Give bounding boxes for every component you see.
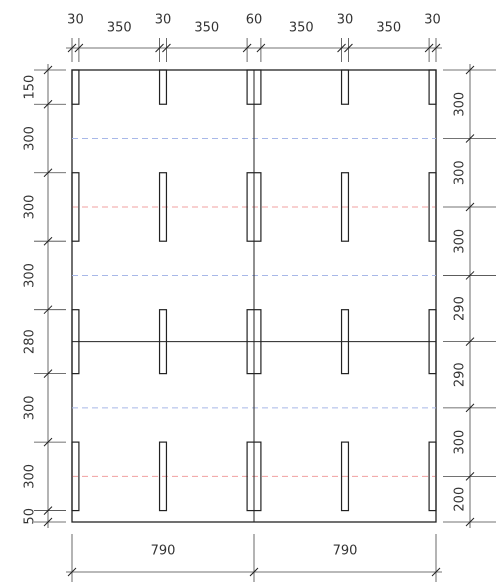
dim-label: 290 — [453, 362, 468, 387]
post — [246, 69, 262, 105]
post — [158, 172, 168, 242]
post — [428, 441, 437, 512]
tick — [431, 43, 441, 53]
post — [340, 172, 350, 242]
tick — [43, 168, 53, 178]
tick — [465, 517, 475, 527]
post — [428, 172, 437, 242]
post — [71, 441, 80, 512]
dim-label: 150 — [23, 75, 38, 100]
tick — [465, 65, 475, 75]
tick — [43, 99, 53, 109]
tick — [249, 567, 259, 577]
dim-label: 350 — [289, 21, 314, 36]
tick — [465, 134, 475, 143]
post — [340, 441, 350, 512]
post — [71, 172, 80, 242]
dim-label: 280 — [23, 329, 38, 354]
post — [428, 309, 437, 375]
tick — [155, 43, 164, 53]
dim-label: 30 — [155, 13, 172, 28]
tick — [256, 43, 266, 53]
tick — [242, 43, 252, 53]
post — [340, 309, 350, 375]
dim-label: 200 — [453, 487, 468, 512]
post — [340, 69, 350, 105]
tick — [43, 65, 53, 75]
tick — [424, 43, 434, 53]
tick — [43, 506, 53, 515]
post — [246, 441, 262, 512]
dim-label: 30 — [424, 13, 441, 28]
dim-label: 300 — [453, 229, 468, 254]
dim-label: 50 — [23, 508, 38, 525]
tick — [162, 43, 171, 53]
post — [428, 69, 437, 105]
dim-label: 300 — [23, 195, 38, 220]
tick — [465, 202, 475, 212]
dim-label: 300 — [23, 395, 38, 420]
tick — [431, 567, 441, 577]
tick — [465, 471, 475, 481]
post — [158, 441, 168, 512]
tick — [337, 43, 346, 53]
dim-label: 300 — [23, 126, 38, 151]
tick — [43, 236, 53, 246]
tick — [43, 437, 53, 447]
tick — [344, 43, 353, 53]
dim-label: 790 — [151, 544, 176, 559]
tick — [43, 517, 53, 527]
dim-label: 790 — [333, 544, 358, 559]
post — [71, 309, 80, 375]
tick — [465, 271, 475, 280]
dim-label: 30 — [337, 13, 354, 28]
dim-label: 30 — [67, 13, 84, 28]
tick — [67, 567, 77, 577]
dim-label: 350 — [107, 21, 132, 36]
post — [246, 172, 262, 242]
post — [158, 69, 168, 105]
dim-label: 350 — [376, 21, 401, 36]
tick — [465, 403, 475, 413]
post — [158, 309, 168, 375]
dim-label: 300 — [453, 92, 468, 117]
tick — [67, 43, 77, 53]
tick — [465, 337, 475, 347]
tick — [43, 369, 53, 378]
dim-label: 60 — [246, 13, 263, 28]
dim-label: 350 — [194, 21, 219, 36]
post — [246, 309, 262, 375]
dim-label: 300 — [453, 430, 468, 455]
post — [71, 69, 80, 105]
tick — [43, 305, 53, 315]
dim-label: 300 — [23, 263, 38, 288]
tick — [74, 43, 84, 53]
dim-label: 300 — [453, 160, 468, 185]
dim-label: 290 — [453, 296, 468, 321]
dim-label: 300 — [23, 464, 38, 489]
